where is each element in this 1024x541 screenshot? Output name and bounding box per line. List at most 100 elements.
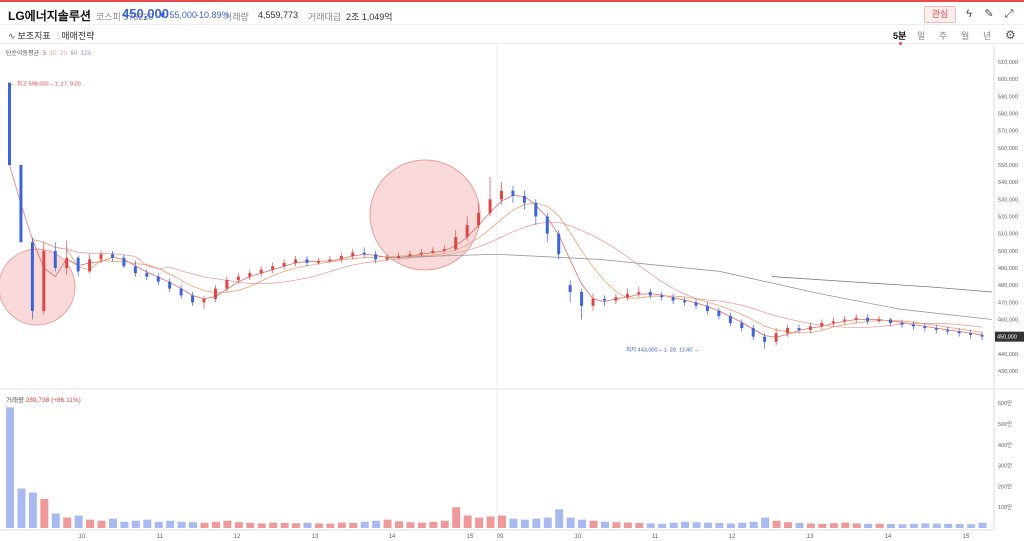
candle-body: [488, 199, 492, 214]
active-period-dot: [899, 42, 902, 45]
ma-line-1: [9, 164, 983, 334]
volume-bar: [475, 517, 484, 528]
candle-body: [614, 297, 618, 301]
candle-body: [740, 322, 744, 329]
candle-body: [42, 250, 46, 311]
current-price-tag-bg: [995, 331, 1024, 342]
gear-icon[interactable]: ⚙: [1005, 28, 1016, 42]
ma-legend-title: 단순이동평균: [6, 51, 40, 57]
price-tick-label: 470,000: [998, 300, 1018, 306]
volume-bar: [967, 524, 976, 528]
volume-bar: [131, 520, 140, 528]
volume-bar: [921, 523, 930, 528]
stock-header: LG에너지솔루션 코스피 373220 450,000 ▼ 55,000 -10…: [0, 0, 1024, 24]
volume-bar: [887, 524, 896, 528]
volume-bar: [314, 523, 323, 528]
volume-bar: [646, 523, 655, 528]
volume-bar: [898, 524, 907, 528]
volume-bar: [795, 523, 804, 528]
volume-legend-label: 거래량: [6, 397, 24, 404]
lightning-icon[interactable]: ϟ: [966, 8, 972, 20]
candle-body: [694, 302, 698, 306]
candle-body: [911, 324, 915, 327]
price-tick-label: 440,000: [998, 352, 1018, 358]
candle-body: [705, 305, 709, 311]
current-price: 450,000: [122, 6, 169, 21]
candle-body: [728, 316, 732, 323]
volume-bar: [234, 522, 243, 528]
favorite-button[interactable]: 관심: [924, 6, 956, 23]
ma-legend-10: 10: [49, 51, 57, 57]
period-week[interactable]: 주: [939, 31, 948, 41]
volume-bar: [761, 517, 770, 528]
strategy-label: 매매전략: [61, 31, 95, 41]
period-year[interactable]: 년: [983, 31, 992, 41]
expand-icon[interactable]: ⤢: [1004, 8, 1014, 20]
candle-body: [660, 295, 664, 298]
candle-body: [294, 259, 298, 263]
volume-bar: [6, 407, 14, 528]
candle-body: [637, 292, 641, 294]
edit-icon[interactable]: ✎: [984, 8, 994, 20]
candle-body: [500, 190, 503, 200]
time-tick-label: 12: [234, 534, 241, 540]
volume-bar: [189, 522, 198, 528]
volume-tick-label: 300만: [998, 462, 1012, 470]
candle-body: [534, 202, 538, 217]
volume-tick-label: 200만: [998, 482, 1012, 490]
candle-body: [408, 254, 412, 256]
strategy-button[interactable]: ⫶ 매매전략: [57, 29, 94, 42]
candle-body: [328, 259, 332, 262]
volume-bar: [509, 518, 518, 528]
ma-line-0: [9, 164, 983, 338]
market-code: 코스피 373220: [96, 12, 154, 22]
candle-body: [191, 295, 195, 303]
volume-bar: [600, 521, 609, 528]
volume-bar: [738, 522, 747, 528]
volume-bar: [143, 519, 152, 528]
volume-tick-label: 100만: [998, 503, 1012, 511]
volume-bar: [841, 522, 850, 528]
candle-body: [19, 165, 23, 243]
price-tick-label: 430,000: [998, 369, 1018, 375]
indicator-button[interactable]: ∿ 보조지표: [8, 29, 51, 42]
price-tick-label: 550,000: [998, 163, 1018, 169]
candle-body: [625, 293, 629, 298]
price-tick-label: 460,000: [998, 318, 1018, 324]
volume-bar: [612, 522, 621, 528]
volume-bar: [223, 520, 232, 528]
volume-value: 4,559,773: [258, 10, 299, 20]
candle-body: [374, 254, 378, 260]
candle-body: [831, 321, 835, 323]
candle-body: [156, 276, 160, 282]
period-5min[interactable]: 5분: [893, 31, 907, 41]
volume-bar: [932, 523, 941, 528]
volume-bar: [349, 523, 358, 528]
candle-body: [76, 257, 80, 272]
period-day[interactable]: 일: [917, 31, 926, 41]
candle-body: [145, 273, 149, 277]
volume-bar: [944, 523, 953, 528]
time-tick-label: 13: [807, 534, 814, 540]
volume-bar: [383, 519, 392, 528]
high-annotation: ← 최고 598,000 – 1. 27. 9:00: [10, 80, 81, 88]
current-price-tag: 450,000: [997, 335, 1017, 341]
candle-body: [362, 252, 366, 255]
price-tick-label: 490,000: [998, 266, 1018, 272]
volume-tick-label: 400만: [998, 441, 1012, 449]
candle-body: [786, 328, 790, 334]
time-tick-label: 12: [729, 534, 736, 540]
candle-body: [30, 242, 34, 311]
candle-body: [202, 298, 206, 303]
price-tick-label: 530,000: [998, 197, 1018, 203]
period-month[interactable]: 월: [961, 31, 970, 41]
ma-legend-120: 120: [80, 51, 91, 57]
volume-bar: [86, 519, 95, 528]
candle-body: [969, 333, 973, 335]
candle-body: [648, 292, 652, 296]
candle-body: [110, 254, 114, 258]
candle-body: [557, 233, 561, 255]
volume-bar: [669, 522, 678, 528]
volume-bar: [395, 521, 404, 528]
